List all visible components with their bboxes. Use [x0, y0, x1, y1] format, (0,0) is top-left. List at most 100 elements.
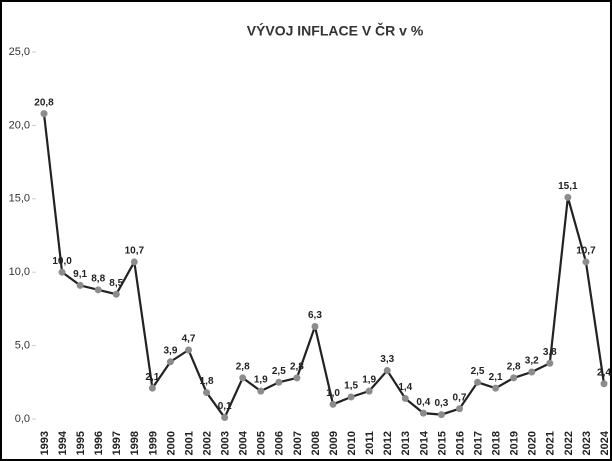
- marker: [401, 394, 409, 402]
- marker: [275, 378, 283, 386]
- x-tick-label: 1999: [147, 431, 159, 455]
- marker: [293, 374, 301, 382]
- marker: [185, 346, 193, 354]
- marker: [582, 258, 590, 266]
- y-tick-label: 15,0: [9, 193, 30, 205]
- marker: [510, 374, 518, 382]
- y-tick-label: 10,0: [9, 266, 30, 278]
- x-tick-label: 2004: [238, 430, 250, 455]
- data-label: 2,5: [272, 366, 286, 377]
- data-label: 1,5: [344, 381, 358, 392]
- x-tick-label: 2001: [183, 431, 195, 455]
- y-tick-label: 0,0: [15, 413, 30, 425]
- x-tick-label: 2017: [472, 431, 484, 455]
- marker: [239, 374, 247, 382]
- y-tick-label: 5,0: [15, 340, 30, 352]
- data-label: 6,3: [308, 310, 322, 321]
- marker: [58, 268, 66, 276]
- marker: [76, 281, 84, 289]
- data-label: 0,4: [416, 397, 430, 408]
- marker: [257, 387, 265, 395]
- x-tick-label: 2016: [454, 431, 466, 455]
- x-tick-label: 1996: [93, 431, 105, 455]
- x-tick-label: 2005: [256, 431, 268, 455]
- x-tick-label: 2003: [220, 431, 232, 455]
- x-tick-label: 2007: [292, 431, 304, 455]
- marker: [347, 393, 355, 401]
- data-label: 10,7: [576, 246, 596, 257]
- marker: [546, 359, 554, 367]
- x-tick-label: 2023: [581, 431, 593, 455]
- marker: [492, 384, 500, 392]
- y-tick-label: 25,0: [9, 46, 30, 58]
- x-tick-label: 2011: [364, 431, 376, 455]
- data-label: 3,2: [525, 356, 539, 367]
- chart-title: VÝVOJ INFLACE V ČR v %: [247, 22, 424, 39]
- x-tick-label: 1997: [111, 431, 123, 455]
- marker: [130, 258, 138, 266]
- marker: [383, 367, 391, 375]
- marker: [40, 110, 48, 118]
- marker: [419, 409, 427, 417]
- data-label: 3,8: [543, 347, 557, 358]
- marker: [166, 358, 174, 366]
- data-label: 15,1: [558, 181, 578, 192]
- marker: [221, 414, 229, 422]
- x-tick-label: 1993: [39, 431, 51, 455]
- marker: [455, 405, 463, 413]
- marker: [474, 378, 482, 386]
- data-label: 10,7: [125, 246, 145, 257]
- marker: [311, 323, 319, 331]
- data-label: 2,8: [507, 362, 521, 373]
- data-label: 2,4: [597, 367, 611, 378]
- x-tick-label: 1995: [75, 431, 87, 455]
- data-label: 1,4: [398, 382, 412, 393]
- data-label: 1,9: [254, 375, 268, 386]
- data-label: 20,8: [34, 97, 54, 108]
- data-label: 3,9: [163, 345, 177, 356]
- x-tick-label: 2022: [563, 431, 575, 455]
- marker: [600, 380, 608, 388]
- data-label: 9,1: [73, 269, 87, 280]
- x-tick-label: 2015: [436, 431, 448, 455]
- data-label: 0,7: [453, 392, 467, 403]
- data-label: 10,0: [52, 256, 72, 267]
- x-tick-label: 1998: [129, 431, 141, 455]
- x-tick-label: 1994: [57, 430, 69, 455]
- marker: [203, 389, 211, 397]
- x-tick-label: 2018: [491, 431, 503, 455]
- data-label: 8,5: [109, 278, 123, 289]
- data-label: 8,8: [91, 273, 105, 284]
- x-tick-label: 2019: [509, 431, 521, 455]
- marker: [94, 286, 102, 294]
- data-label: 4,7: [182, 334, 196, 345]
- data-label: 1,8: [200, 376, 214, 387]
- x-tick-label: 2009: [328, 431, 340, 455]
- x-tick-label: 2024: [599, 430, 611, 455]
- data-label: 2,5: [471, 366, 485, 377]
- data-label: 2,1: [145, 372, 159, 383]
- marker: [329, 400, 337, 408]
- data-label: 0,3: [434, 398, 448, 409]
- data-label: 1,0: [326, 388, 340, 399]
- x-tick-label: 2000: [165, 431, 177, 455]
- x-tick-label: 2012: [382, 431, 394, 455]
- data-label: 2,8: [236, 362, 250, 373]
- data-label: 2,1: [489, 372, 503, 383]
- marker: [112, 290, 120, 298]
- x-tick-label: 2006: [274, 431, 286, 455]
- marker: [564, 193, 572, 201]
- marker: [148, 384, 156, 392]
- x-tick-label: 2013: [400, 431, 412, 455]
- y-tick-label: 20,0: [9, 119, 30, 131]
- marker: [528, 368, 536, 376]
- x-tick-label: 2002: [201, 431, 213, 455]
- data-label: 0,1: [218, 401, 232, 412]
- x-tick-label: 2020: [527, 431, 539, 455]
- x-tick-label: 2021: [545, 431, 557, 455]
- data-label: 3,3: [380, 354, 394, 365]
- data-label: 2,8: [290, 362, 304, 373]
- marker: [365, 387, 373, 395]
